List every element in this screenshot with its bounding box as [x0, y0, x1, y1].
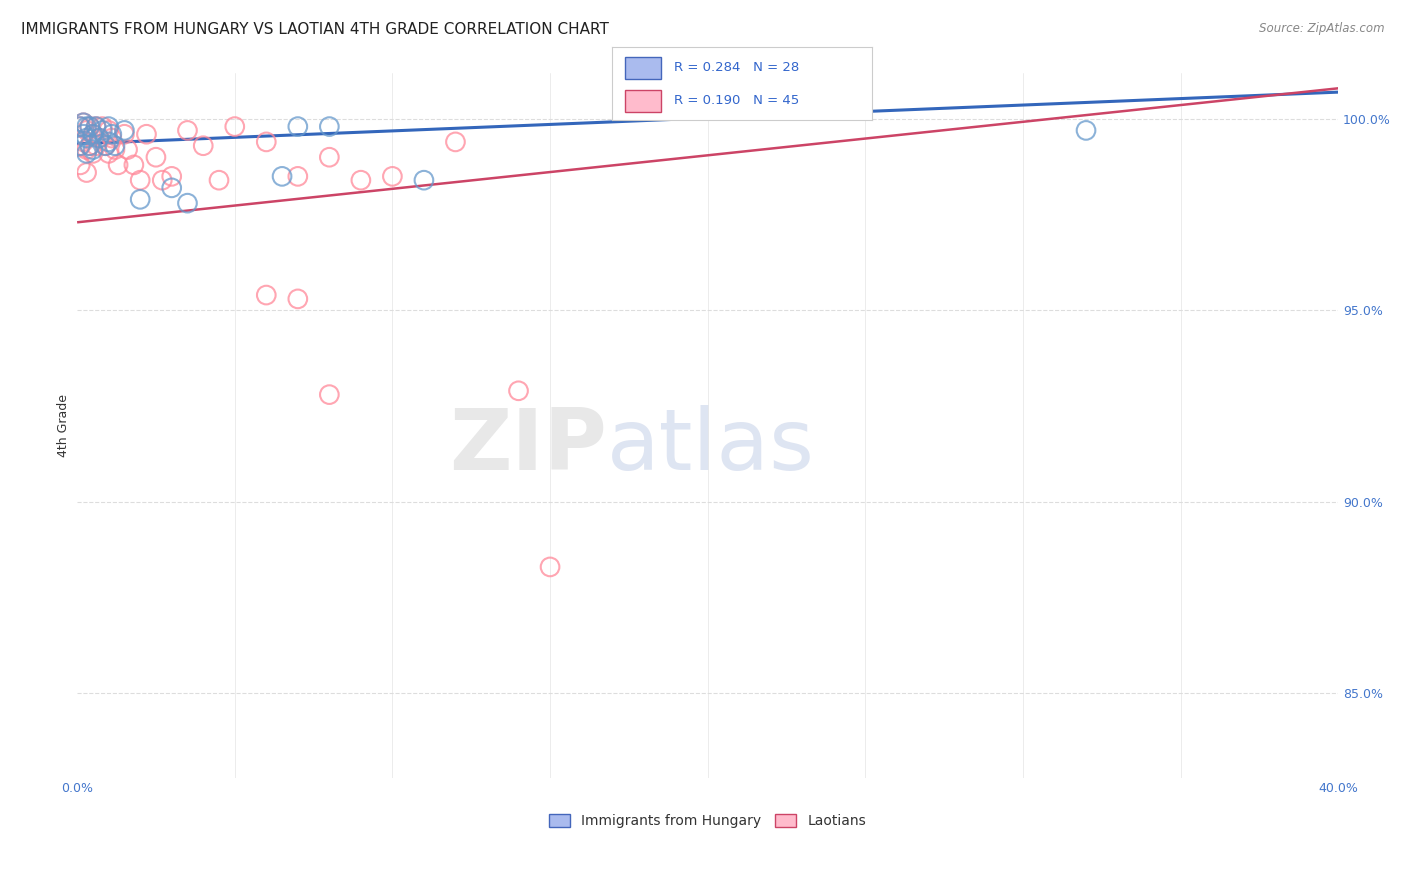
Point — [69, 138, 91, 153]
Point — [91, 120, 114, 134]
Point — [287, 169, 309, 184]
Point — [117, 143, 139, 157]
Point — [135, 127, 157, 141]
Point — [82, 146, 104, 161]
Point — [76, 146, 98, 161]
Point — [82, 143, 104, 157]
Point — [76, 123, 98, 137]
Point — [79, 138, 101, 153]
Point — [508, 384, 530, 398]
Point — [122, 158, 145, 172]
Point — [287, 120, 309, 134]
Point — [84, 120, 107, 134]
Point — [318, 120, 340, 134]
Point — [97, 123, 120, 137]
Text: ZIP: ZIP — [449, 405, 607, 488]
Point — [84, 120, 107, 134]
Text: R = 0.190   N = 45: R = 0.190 N = 45 — [673, 95, 799, 107]
Point — [224, 120, 246, 134]
Legend: Immigrants from Hungary, Laotians: Immigrants from Hungary, Laotians — [544, 809, 872, 834]
Point — [208, 173, 231, 187]
Point — [444, 135, 467, 149]
Point — [79, 120, 101, 134]
Point — [97, 120, 120, 134]
Point — [160, 181, 183, 195]
Point — [76, 165, 98, 179]
Point — [76, 120, 98, 134]
Point — [101, 131, 124, 145]
Point — [104, 138, 127, 153]
Point — [69, 120, 91, 134]
Point — [104, 143, 127, 157]
Point — [72, 116, 94, 130]
Point — [413, 173, 436, 187]
Point — [84, 138, 107, 153]
Point — [318, 387, 340, 401]
Text: atlas: atlas — [607, 405, 815, 488]
Point — [69, 158, 91, 172]
Y-axis label: 4th Grade: 4th Grade — [58, 393, 70, 457]
Point — [72, 116, 94, 130]
Point — [76, 131, 98, 145]
Point — [101, 127, 124, 141]
Point — [82, 127, 104, 141]
Point — [107, 158, 129, 172]
Point — [350, 173, 373, 187]
Point — [381, 169, 404, 184]
Point — [193, 138, 215, 153]
Point — [160, 169, 183, 184]
Point — [89, 131, 111, 145]
Point — [287, 292, 309, 306]
FancyBboxPatch shape — [624, 57, 661, 78]
Point — [129, 173, 152, 187]
Point — [69, 138, 91, 153]
Text: IMMIGRANTS FROM HUNGARY VS LAOTIAN 4TH GRADE CORRELATION CHART: IMMIGRANTS FROM HUNGARY VS LAOTIAN 4TH G… — [21, 22, 609, 37]
Point — [318, 150, 340, 164]
Point — [1074, 123, 1097, 137]
Point — [79, 138, 101, 153]
Point — [112, 127, 135, 141]
Point — [176, 123, 198, 137]
Point — [72, 127, 94, 141]
Point — [72, 135, 94, 149]
Text: R = 0.284   N = 28: R = 0.284 N = 28 — [673, 62, 799, 74]
Point — [69, 120, 91, 134]
Point — [538, 560, 561, 574]
Text: Source: ZipAtlas.com: Source: ZipAtlas.com — [1260, 22, 1385, 36]
Point — [91, 123, 114, 137]
Point — [79, 120, 101, 134]
Point — [97, 146, 120, 161]
Point — [145, 150, 167, 164]
Point — [129, 192, 152, 206]
FancyBboxPatch shape — [624, 90, 661, 112]
Point — [150, 173, 173, 187]
Point — [76, 143, 98, 157]
Point — [94, 138, 117, 153]
Point — [89, 131, 111, 145]
Point — [254, 288, 277, 302]
Point — [94, 138, 117, 153]
Point — [112, 123, 135, 137]
Point — [82, 127, 104, 141]
Point — [176, 196, 198, 211]
Point — [97, 135, 120, 149]
Point — [271, 169, 294, 184]
Point — [254, 135, 277, 149]
